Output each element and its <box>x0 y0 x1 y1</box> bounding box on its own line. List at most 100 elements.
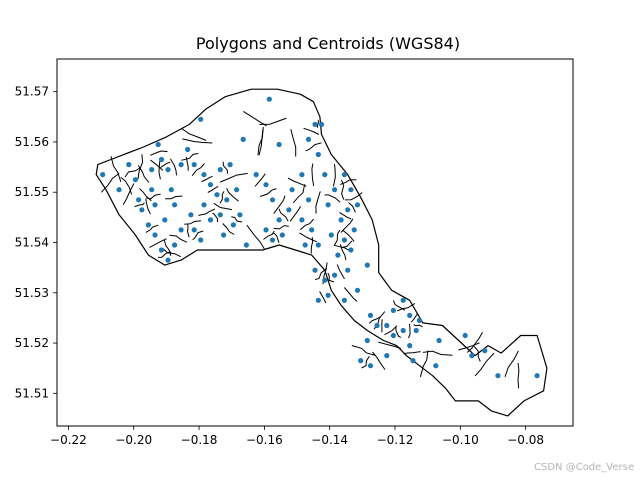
polygon-boundary <box>341 240 353 249</box>
polygon-boundary <box>311 163 315 187</box>
polygon-boundary <box>474 352 495 377</box>
centroid-point <box>286 207 292 213</box>
polygon-boundary <box>278 208 289 222</box>
polygon-boundary <box>186 224 190 238</box>
polygon-boundary <box>273 195 286 214</box>
centroid-point <box>234 187 240 193</box>
polygon-boundary <box>185 156 189 171</box>
centroid-point <box>172 202 178 208</box>
centroid-point <box>410 358 416 364</box>
centroid-point <box>462 332 468 339</box>
y-tick-label: 51.52 <box>15 336 49 350</box>
polygon-boundary <box>273 232 280 243</box>
centroid-point <box>139 207 145 213</box>
centroid-point <box>269 197 276 203</box>
centroid-point <box>345 267 351 273</box>
centroid-point <box>198 237 204 243</box>
polygon-boundary <box>124 167 142 178</box>
polygon-boundary <box>137 165 150 183</box>
centroid-point <box>172 242 178 248</box>
centroid-point <box>322 172 328 178</box>
polygon-boundary <box>341 179 345 200</box>
polygon-boundary <box>219 172 248 183</box>
plot-frame <box>56 58 574 427</box>
polygon-boundary <box>287 177 307 187</box>
centroid-point <box>433 363 439 369</box>
centroid-point <box>348 187 354 193</box>
centroid-point <box>312 267 318 273</box>
plot-area <box>56 58 574 427</box>
polygon-boundary <box>333 229 341 246</box>
polygon-boundary <box>169 234 188 243</box>
centroid-point <box>436 337 442 344</box>
centroid-point <box>407 312 413 318</box>
polygon-boundary <box>137 154 144 180</box>
centroid-point <box>230 222 236 228</box>
centroid-point <box>325 202 331 208</box>
centroid-point <box>354 202 361 208</box>
polygon-boundary <box>381 319 383 333</box>
polygon-boundary <box>333 244 351 252</box>
centroid-point <box>315 151 321 158</box>
polygon-boundary <box>182 138 213 144</box>
centroid-point <box>364 262 370 268</box>
centroid-point <box>400 297 406 303</box>
centroid-point <box>358 358 364 364</box>
centroid-point <box>132 177 138 183</box>
polygon-boundary <box>219 191 225 204</box>
centroid-point <box>390 332 396 339</box>
polygon-boundary <box>408 323 411 339</box>
polygon-boundary <box>181 153 199 161</box>
polygon-boundary <box>315 191 321 214</box>
polygon-boundary <box>292 184 306 204</box>
centroid-point <box>299 172 305 178</box>
polygon-boundary <box>299 232 317 243</box>
centroid-point <box>341 237 347 243</box>
centroid-point <box>384 322 390 329</box>
centroid-point <box>185 146 191 153</box>
centroid-point <box>100 172 106 178</box>
polygon-boundary <box>134 202 145 208</box>
centroid-point <box>224 197 230 203</box>
polygon-boundary <box>192 230 204 241</box>
watermark: CSDN @Code_Verse <box>534 462 634 473</box>
polygon-boundary <box>319 291 327 304</box>
centroid-point <box>198 116 204 122</box>
centroid-point <box>116 187 122 193</box>
x-tick-label: −0.22 <box>50 433 87 447</box>
polygon-boundary <box>145 198 151 215</box>
centroid-point <box>149 187 155 193</box>
polygon-boundary <box>146 193 161 200</box>
polygon-boundary <box>289 206 302 222</box>
centroid-point <box>341 297 347 303</box>
polygon-boundary <box>158 159 161 180</box>
centroid-point <box>495 373 501 379</box>
polygon-boundary <box>150 150 168 156</box>
polygon-boundary <box>336 264 345 280</box>
centroid-point <box>201 202 207 208</box>
centroid-point <box>364 337 370 344</box>
y-tick-label: 51.53 <box>15 286 49 300</box>
centroid-point <box>240 136 246 142</box>
centroid-point <box>325 292 331 298</box>
centroid-point <box>312 121 318 127</box>
polygon-boundary <box>160 161 171 168</box>
polygon-boundary <box>110 156 122 183</box>
centroid-point <box>158 156 165 163</box>
centroid-point <box>227 162 233 168</box>
polygon-boundary <box>333 163 336 187</box>
centroid-point <box>351 227 357 233</box>
centroid-point <box>188 212 194 218</box>
polygon-boundary <box>324 194 341 203</box>
centroid-point <box>217 167 223 173</box>
y-tick-label: 51.57 <box>15 85 49 99</box>
polygon-boundary <box>410 313 418 323</box>
polygon-boundary <box>378 341 401 349</box>
polygon-boundary <box>198 208 216 216</box>
polygon-boundary <box>299 218 315 231</box>
centroid-point <box>136 197 142 203</box>
centroid-point <box>345 207 351 213</box>
polygon-boundary <box>340 179 357 185</box>
polygon-boundary <box>310 237 314 254</box>
